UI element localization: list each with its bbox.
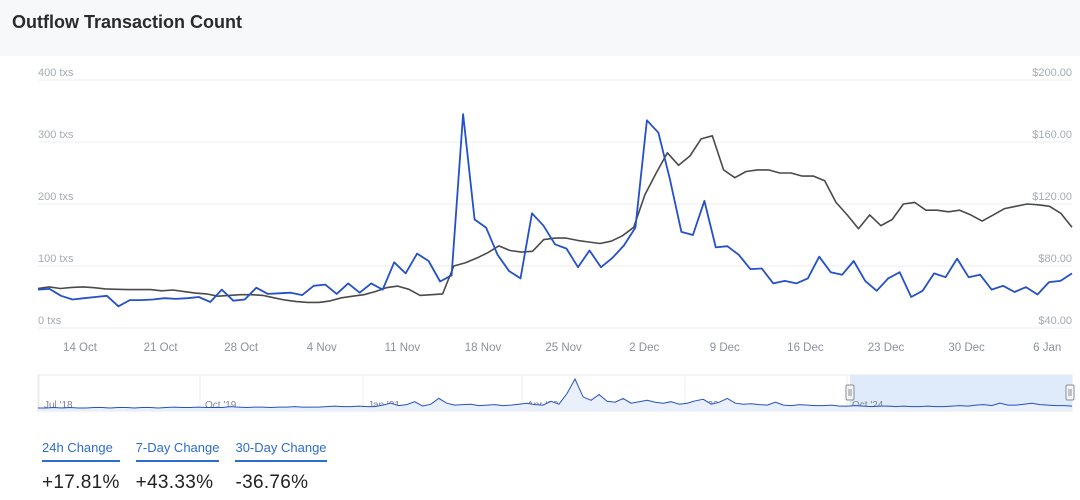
x-tick-label: 18 Nov: [465, 342, 502, 354]
x-tick-label: 9 Dec: [710, 342, 740, 354]
stat-24h-value: +17.81%: [42, 472, 120, 493]
x-tick-label: 21 Oct: [144, 342, 179, 354]
tx-count-series-line: [37, 113, 1073, 308]
price-series-line: [37, 135, 1073, 304]
x-tick-label: 30 Dec: [948, 342, 985, 354]
navigator-label: Oct '24: [852, 400, 884, 411]
y-right-tick-label: $200.00: [1032, 67, 1072, 79]
chart-panel: [12, 56, 1080, 428]
navigator-handle-right[interactable]: [1065, 384, 1075, 401]
y-right-tick-label: $40.00: [1038, 315, 1072, 327]
grid-lines: [38, 79, 1072, 329]
x-tick-label: 23 Dec: [868, 342, 905, 354]
stat-7d-label[interactable]: 7-Day Change: [135, 440, 220, 462]
x-tick-label: 6 Jan: [1033, 342, 1061, 354]
series-layer: [37, 113, 1073, 308]
x-axis: 14 Oct 21 Oct 28 Oct 4 Nov 11 Nov 18 Nov 25 No…: [63, 342, 1061, 354]
x-tick-label: 2 Dec: [629, 342, 659, 354]
stat-30d-value: -36.76%: [235, 472, 309, 493]
y-left-tick-label: 100 txs: [38, 253, 74, 265]
x-tick-label: 11 Nov: [385, 342, 421, 354]
y-right-tick-label: $120.00: [1032, 191, 1072, 203]
stat-30d-label[interactable]: 30-Day Change: [235, 440, 327, 462]
y-axis-left: 0 txs 100 txs 200 txs 300 txs 400 txs: [38, 67, 74, 327]
x-tick-label: 14 Oct: [63, 342, 98, 354]
navigator-label: Jul '18: [44, 400, 73, 411]
stat-24h[interactable]: 24h Change +17.81%: [42, 440, 120, 494]
stat-24h-label[interactable]: 24h Change: [42, 440, 120, 462]
navigator-line: [38, 377, 1073, 409]
y-left-tick-label: 400 txs: [38, 67, 74, 79]
y-left-tick-label: 200 txs: [38, 191, 74, 203]
header-band: [0, 0, 1080, 56]
x-tick-label: 16 Dec: [787, 342, 824, 354]
stat-30d[interactable]: 30-Day Change -36.76%: [235, 440, 327, 494]
y-right-tick-label: $80.00: [1038, 253, 1072, 265]
change-stats: 24h Change +17.81% 7-Day Change +43.33% …: [42, 440, 327, 494]
stat-7d-value: +43.33%: [135, 472, 214, 493]
x-tick-label: 25 Nov: [545, 342, 582, 354]
y-axis-right: $40.00 $80.00 $120.00 $160.00 $200.00: [1032, 67, 1072, 327]
navigator-label: Oct '19: [205, 400, 237, 411]
x-tick-label: 4 Nov: [307, 342, 337, 354]
y-left-tick-label: 0 txs: [38, 315, 62, 327]
chart[interactable]: 0 txs 100 txs 200 txs 300 txs 400 txs $40.00…: [0, 0, 1080, 430]
x-tick-label: 28 Oct: [224, 342, 259, 354]
y-right-tick-label: $160.00: [1032, 129, 1072, 141]
page-title: Outflow Transaction Count: [12, 12, 242, 32]
navigator-handle-left[interactable]: [845, 384, 855, 401]
y-left-tick-label: 300 txs: [38, 129, 74, 141]
stat-7d[interactable]: 7-Day Change +43.33%: [135, 440, 220, 494]
